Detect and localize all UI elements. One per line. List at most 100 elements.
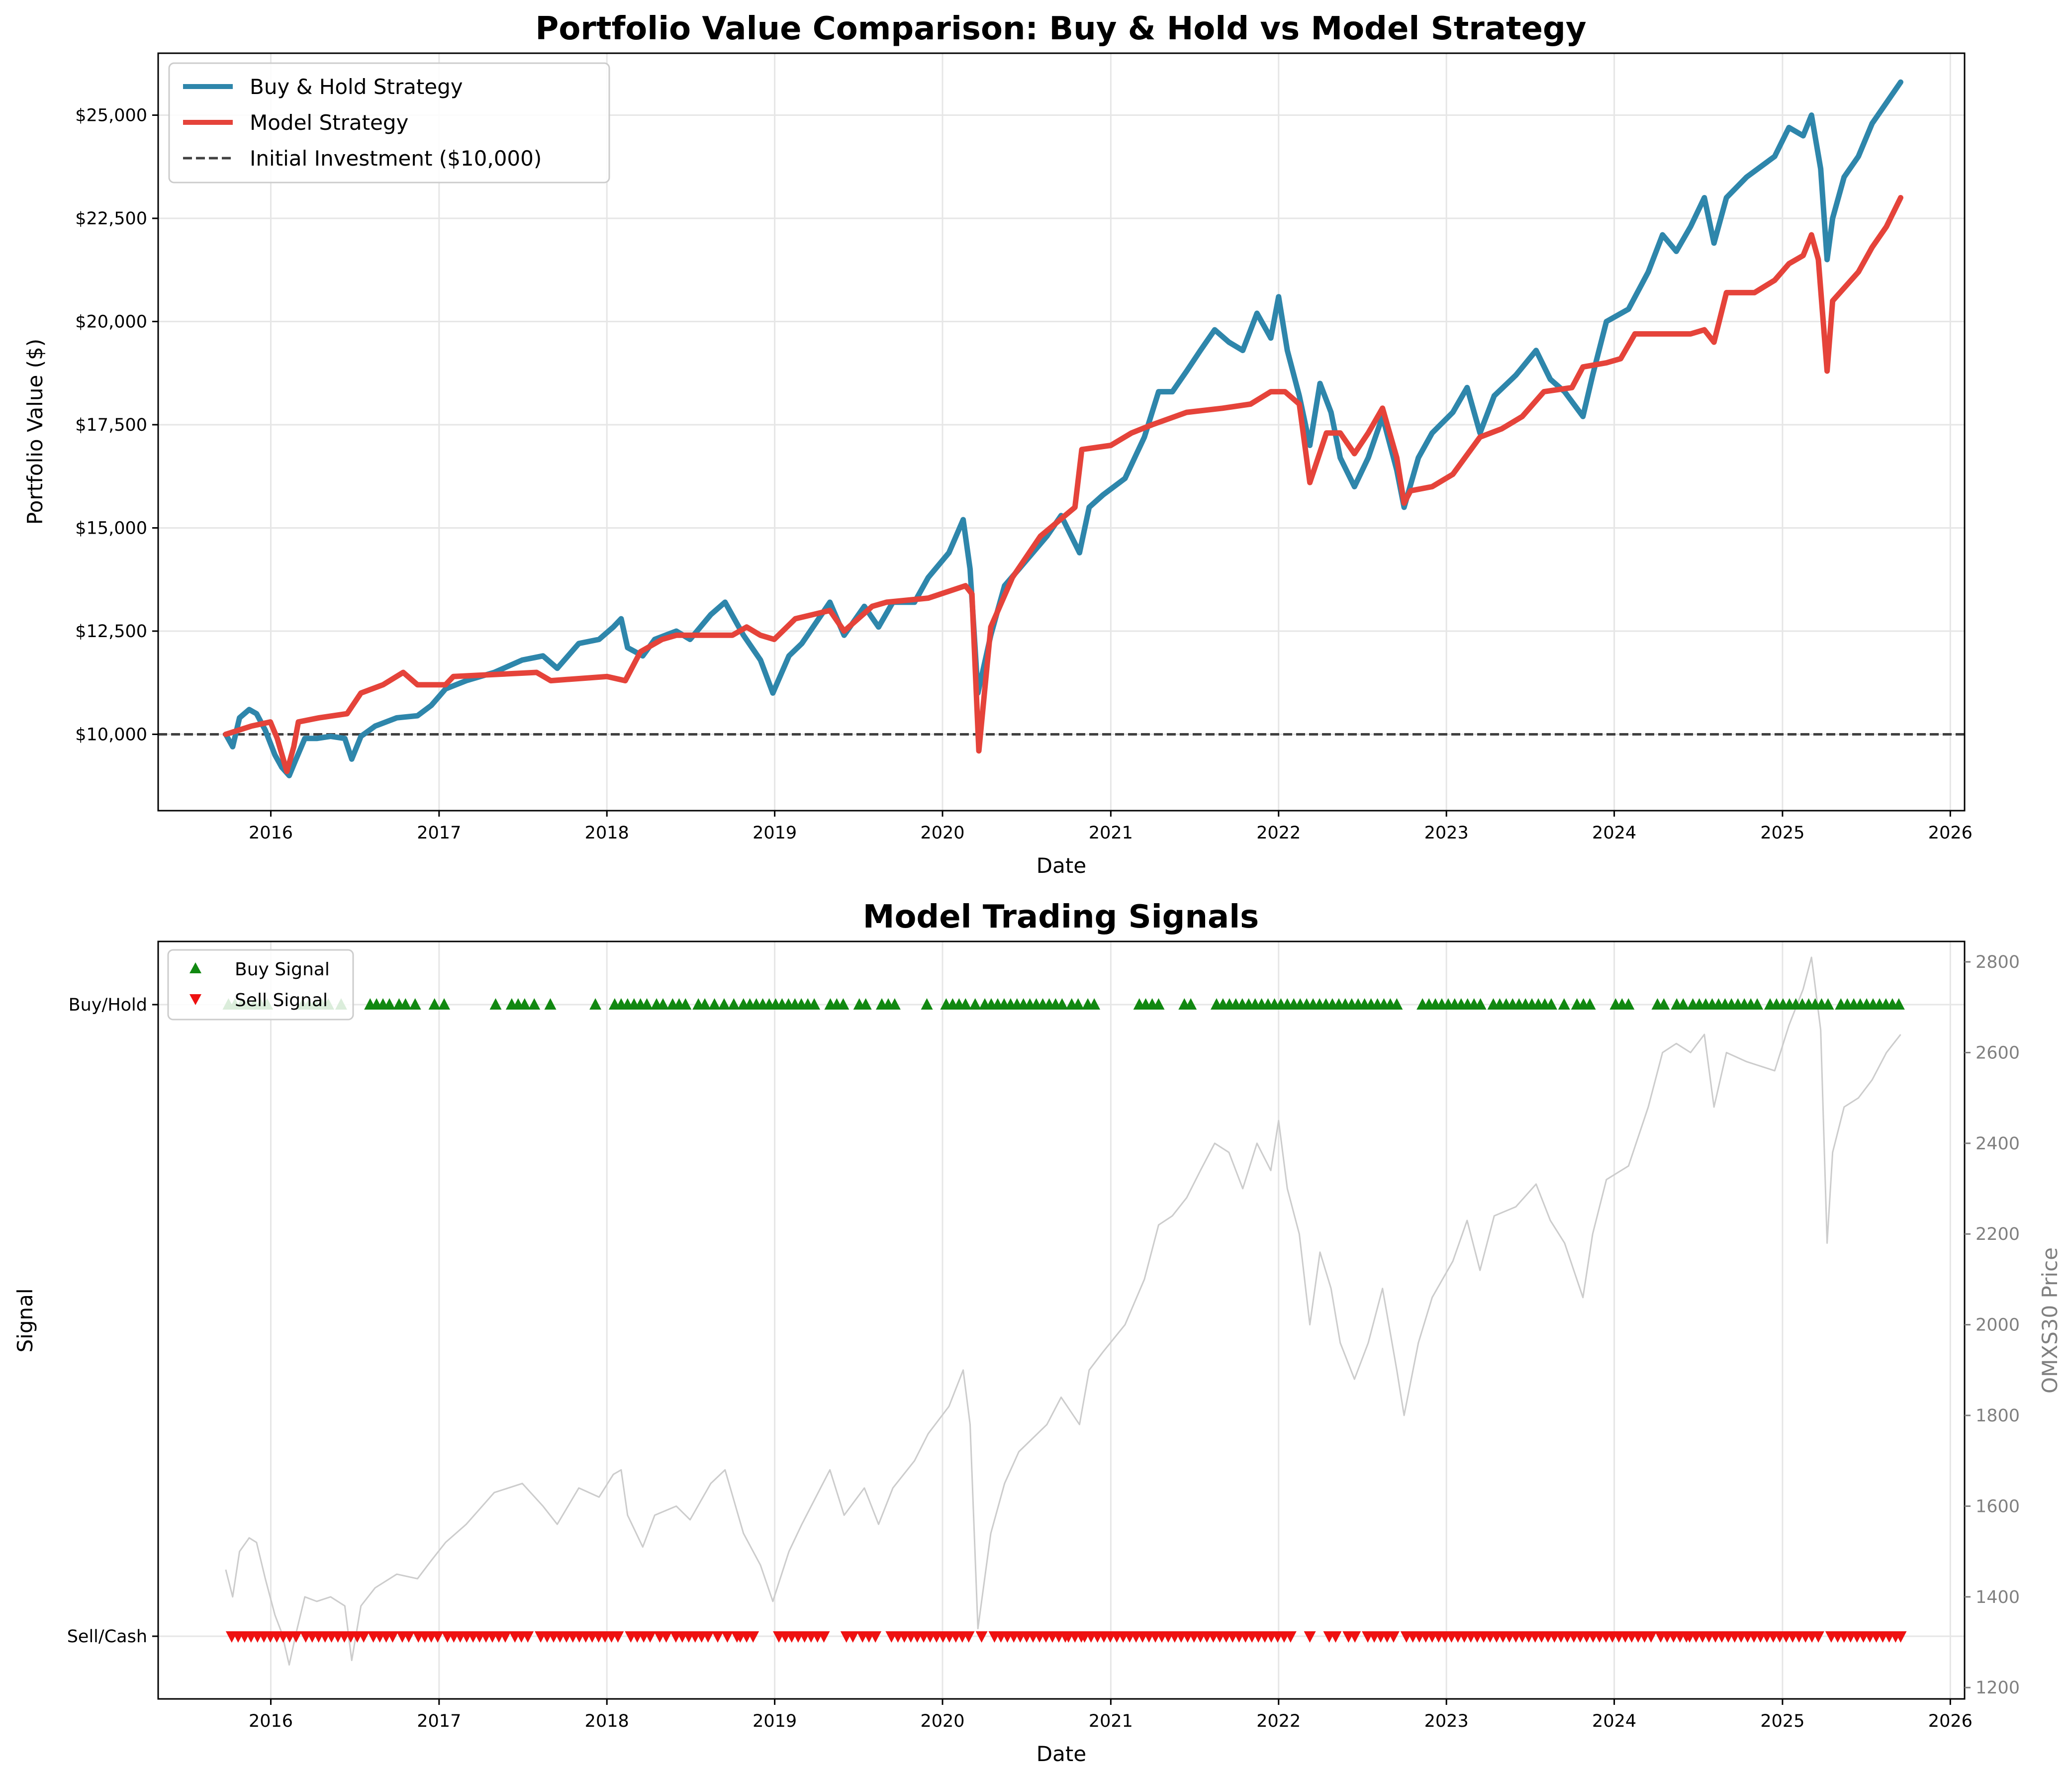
sell-signal-marker: [402, 1631, 415, 1643]
sell-signal-marker: [386, 1631, 399, 1643]
x-tick-label: 2024: [1592, 1711, 1636, 1731]
signals-y-ticks-right: 1200 1400 1600 1800 2000 2200 2400 2600 2800: [1965, 952, 2020, 1698]
x-tick-label: 2026: [1928, 1711, 1973, 1731]
right-tick-label: 1600: [1976, 1496, 2020, 1516]
portfolio-chart: Portfolio Value Comparison: Buy & Hold v…: [23, 10, 1973, 878]
y-tick-label: $15,000: [75, 518, 147, 538]
sell-signal-marker: [644, 1631, 657, 1643]
y-tick-label: $17,500: [75, 415, 147, 435]
buy-signal-marker: [708, 998, 721, 1010]
x-tick-label: 2018: [585, 1711, 629, 1731]
buy-signal-marker: [438, 998, 450, 1010]
buy-signal-marker: [699, 998, 711, 1010]
buy-signal-marker: [528, 998, 541, 1010]
x-tick-label: 2020: [921, 823, 965, 843]
sell-signal-marker: [1304, 1631, 1316, 1643]
buy-signal-marker: [1185, 998, 1197, 1010]
y-tick-label: $10,000: [75, 725, 147, 745]
x-tick-label: 2020: [921, 1711, 965, 1731]
buy-signal-marker: [1751, 998, 1764, 1010]
portfolio-y-axis-label: Portfolio Value ($): [23, 339, 47, 525]
portfolio-legend-box: [168, 62, 610, 184]
buy-signal-marker: [837, 998, 849, 1010]
sell-signal-marker: [962, 1631, 975, 1643]
sell-signal-marker: [358, 1631, 370, 1643]
x-tick-label: 2022: [1256, 823, 1301, 843]
portfolio-legend: Buy & Hold Strategy Model Strategy Initi…: [168, 62, 610, 184]
x-tick-label: 2023: [1424, 1711, 1469, 1731]
sell-signal-marker: [847, 1631, 859, 1643]
sell-signal-marker: [1894, 1631, 1907, 1643]
buy-signal-marker: [641, 998, 653, 1010]
buy-signal-marker: [1072, 998, 1084, 1010]
buy-signal-marker: [1584, 998, 1596, 1010]
buy-signal-marker: [888, 998, 901, 1010]
legend-label-model: Model Strategy: [250, 110, 408, 135]
sell-signal-marker: [1329, 1631, 1342, 1643]
buy-signal-marker: [1152, 998, 1165, 1010]
legend-label-buy-signal: Buy Signal: [235, 959, 330, 980]
sell-signal-marker: [612, 1631, 624, 1643]
x-tick-label: 2023: [1424, 823, 1469, 843]
buy-signal-marker: [718, 998, 730, 1010]
sell-signal-marker: [522, 1631, 534, 1643]
x-tick-label: 2022: [1256, 1711, 1301, 1731]
buy-signal-marker: [728, 998, 740, 1010]
buy-signal-marker: [1622, 998, 1635, 1010]
x-tick-label: 2016: [249, 823, 293, 843]
buy-signal-marker: [808, 998, 821, 1010]
y-tick-label: $20,000: [75, 312, 147, 332]
buy-signal-marker: [383, 998, 395, 1010]
buy-signal-marker: [428, 998, 441, 1010]
sell-signals: [225, 1631, 1907, 1643]
right-tick-label: 2200: [1976, 1224, 2020, 1244]
buy-signal-marker: [518, 998, 531, 1010]
buy-signal-marker: [1056, 998, 1068, 1010]
right-tick-label: 2800: [1976, 952, 2020, 972]
signals-x-ticks: 2016 2017 2018 2019 2020 2021 2022 2023 2024 2025…: [249, 1699, 1973, 1731]
sell-signal-marker: [1812, 1631, 1824, 1643]
signals-y-axis-label: Signal: [13, 1288, 37, 1352]
signals-legend-box: [167, 949, 354, 1021]
sell-signal-marker: [1387, 1631, 1400, 1643]
signals-legend: Buy Signal Sell Signal: [167, 949, 354, 1021]
signals-axes-frame: [157, 940, 1966, 1700]
right-tick-label: 2400: [1976, 1134, 2020, 1154]
x-tick-label: 2019: [753, 1711, 797, 1731]
buy-signal-marker: [1391, 998, 1403, 1010]
signals-y-ticks-left: Sell/Cash Buy/Hold: [67, 995, 158, 1647]
omx-price-line: [225, 956, 1901, 1666]
portfolio-plot-area: [158, 79, 1965, 778]
right-tick-label: 1200: [1976, 1678, 2020, 1698]
x-tick-label: 2025: [1760, 823, 1804, 843]
model-series-line: [223, 195, 1903, 774]
legend-label-sell-signal: Sell Signal: [235, 990, 328, 1011]
buy-signal-marker: [1677, 998, 1690, 1010]
x-tick-label: 2025: [1760, 1711, 1804, 1731]
sell-signal-marker: [290, 1631, 302, 1643]
legend-swatch-buy-signal: [189, 962, 201, 973]
y-tick-label: $25,000: [75, 105, 147, 125]
sell-signal-marker: [432, 1631, 444, 1643]
omx-price-area: [225, 956, 1901, 1666]
x-tick-label: 2021: [1089, 1711, 1133, 1731]
buy-signal-marker: [921, 998, 933, 1010]
x-tick-label: 2017: [417, 823, 461, 843]
sell-signal-marker: [1349, 1631, 1361, 1643]
right-tick-label: 1400: [1976, 1588, 2020, 1607]
buy-signal-marker: [679, 998, 692, 1010]
y-tick-label: $12,500: [75, 622, 147, 642]
y-tick-label: $22,500: [75, 209, 147, 229]
buy-signal-marker: [1892, 998, 1905, 1010]
buy-signal-marker: [489, 998, 502, 1010]
sell-signal-marker: [721, 1631, 734, 1643]
buy-signal-marker: [1088, 998, 1101, 1010]
y-tick-label: Buy/Hold: [69, 995, 147, 1015]
x-tick-label: 2024: [1592, 823, 1636, 843]
buy-signal-marker: [657, 998, 669, 1010]
right-tick-label: 2000: [1976, 1315, 2020, 1335]
signals-right-axis-label: OMXS30 Price: [2038, 1247, 2062, 1394]
x-tick-label: 2021: [1089, 823, 1133, 843]
y-tick-label: Sell/Cash: [67, 1627, 147, 1647]
